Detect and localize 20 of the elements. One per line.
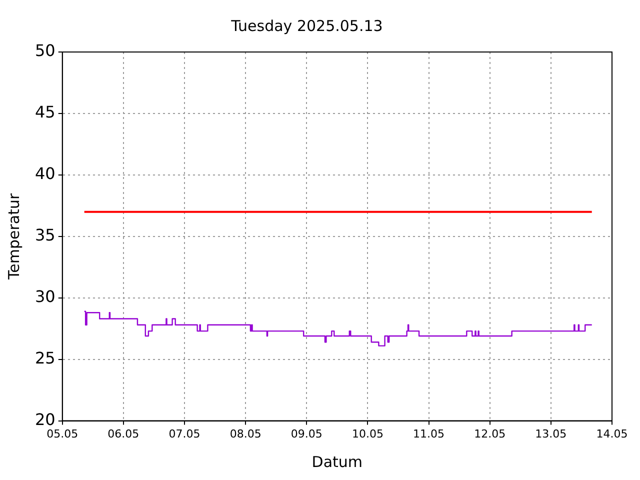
x-tick-label: 10.05 bbox=[352, 427, 384, 440]
y-tick-label: 50 bbox=[35, 41, 56, 60]
y-tick-label: 40 bbox=[35, 164, 56, 184]
x-tick-label: 13.05 bbox=[535, 427, 567, 440]
y-tick-label: 45 bbox=[35, 102, 56, 122]
x-tick-label: 07.05 bbox=[168, 427, 200, 440]
y-tick-label: 20 bbox=[35, 410, 56, 429]
x-tick-label: 11.05 bbox=[413, 427, 445, 440]
x-tick-label: 14.05 bbox=[596, 427, 628, 440]
x-tick-label: 12.05 bbox=[474, 427, 506, 440]
y-tick-label: 30 bbox=[35, 287, 56, 306]
chart-title: Tuesday 2025.05.13 bbox=[230, 16, 383, 35]
y-axis-title: Temperatur bbox=[4, 192, 23, 280]
y-tick-label: 25 bbox=[35, 348, 56, 368]
x-tick-label: 05.05 bbox=[46, 427, 78, 440]
x-tick-label: 09.05 bbox=[290, 427, 322, 440]
x-axis-title: Datum bbox=[312, 452, 363, 471]
x-tick-label: 08.05 bbox=[230, 427, 262, 440]
y-tick-label: 35 bbox=[35, 226, 56, 245]
x-tick-label: 06.05 bbox=[108, 427, 140, 440]
